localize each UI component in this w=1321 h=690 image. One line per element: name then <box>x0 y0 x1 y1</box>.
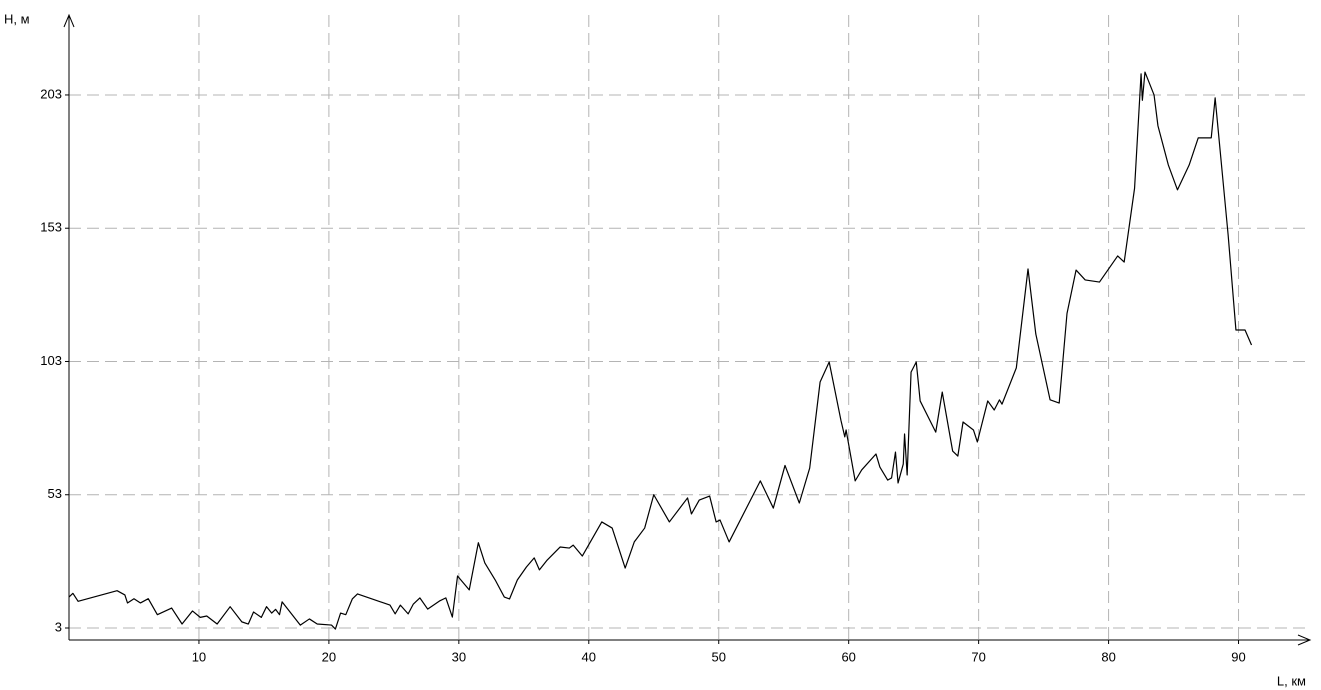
y-tick-label: 153 <box>40 220 62 235</box>
x-tick-label: 90 <box>1231 649 1245 664</box>
profile-line <box>68 71 1253 630</box>
y-tick-label: 3 <box>55 619 62 634</box>
y-axis-label: H, м <box>4 11 30 26</box>
x-tick-label: 50 <box>712 649 726 664</box>
y-tick-label: 203 <box>40 86 62 101</box>
y-tick-label: 103 <box>40 353 62 368</box>
x-axis-arrow <box>1297 634 1312 646</box>
x-tick-label: 60 <box>841 649 855 664</box>
x-tick-label: 10 <box>192 649 206 664</box>
x-tick-label: 70 <box>971 649 985 664</box>
x-tick-label: 80 <box>1101 649 1115 664</box>
x-tick-label: 30 <box>452 649 466 664</box>
y-axis-arrow <box>63 13 75 28</box>
x-tick-label: 40 <box>582 649 596 664</box>
y-tick-label: 53 <box>48 486 62 501</box>
x-axis-label: L, км <box>1277 673 1306 688</box>
x-tick-label: 20 <box>322 649 336 664</box>
